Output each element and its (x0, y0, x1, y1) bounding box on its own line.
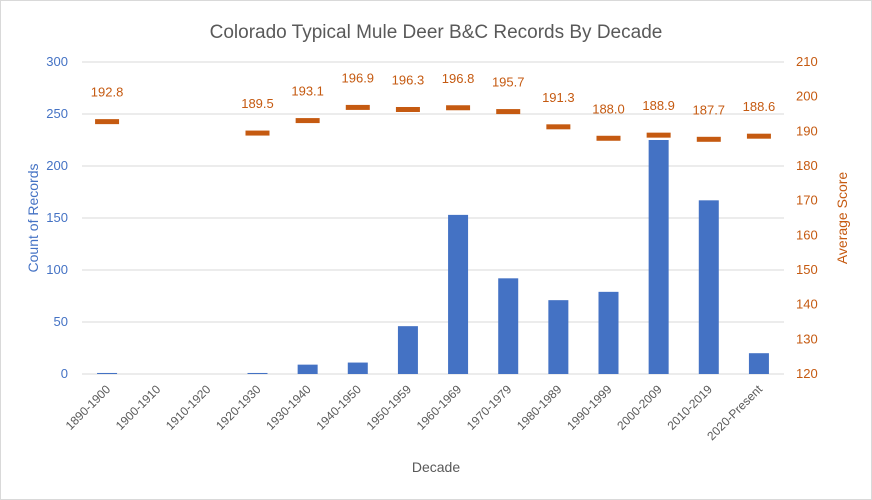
y-tick-label: 300 (46, 54, 68, 69)
x-tick-label: 1930-1940 (263, 382, 314, 433)
data-label: 188.0 (592, 101, 625, 116)
avg-score-marker (95, 119, 120, 125)
avg-score-marker (746, 133, 771, 139)
y2-tick-label: 130 (796, 331, 818, 346)
gridlines (82, 61, 784, 375)
x-tick-label: 2000-2009 (614, 382, 665, 433)
x-axis-title: Decade (412, 459, 460, 475)
avg-score-marker (295, 118, 320, 124)
left-axis-ticks: 0 50 100 150 200 250 300 (46, 54, 68, 381)
data-label: 188.6 (743, 99, 776, 114)
y-tick-label: 50 (54, 314, 68, 329)
y2-tick-label: 180 (796, 158, 818, 173)
y-tick-label: 200 (46, 158, 68, 173)
y-axis-title: Count of Records (25, 164, 41, 273)
y-tick-label: 250 (46, 106, 68, 121)
avg-score-marker (596, 135, 621, 141)
avg-score-marker (546, 124, 571, 130)
data-label: 187.7 (693, 102, 726, 117)
x-tick-label: 1960-1969 (414, 382, 465, 433)
bar (498, 278, 519, 374)
x-tick-label: 1950-1959 (364, 382, 415, 433)
data-label: 188.9 (642, 98, 675, 113)
y2-axis-title: Average Score (834, 172, 850, 265)
x-tick-label: 1910-1920 (163, 382, 214, 433)
bar (748, 353, 769, 374)
y2-tick-label: 150 (796, 262, 818, 277)
avg-score-marker (345, 104, 370, 110)
y2-tick-label: 190 (796, 123, 818, 138)
bar (247, 372, 268, 374)
x-axis-ticks: 1890-1900 1900-1910 1910-1920 1920-1930 1930… (63, 382, 766, 443)
y-tick-label: 150 (46, 210, 68, 225)
avg-score-marker (696, 136, 721, 142)
x-tick-label: 1920-1930 (213, 382, 264, 433)
y2-tick-label: 170 (796, 193, 818, 208)
bar (598, 291, 619, 374)
y-tick-label: 0 (61, 366, 68, 381)
avg-score-marker (496, 109, 521, 115)
avg-score-marker (446, 105, 471, 111)
y-tick-label: 100 (46, 262, 68, 277)
bar (698, 200, 719, 374)
data-label: 193.1 (291, 84, 324, 99)
data-label: 196.9 (342, 70, 375, 85)
y2-tick-label: 210 (796, 54, 818, 69)
right-axis-ticks: 120 130 140 150 160 170 180 190 200 210 (796, 54, 818, 381)
x-tick-label: 1990-1999 (564, 382, 615, 433)
y2-tick-label: 160 (796, 227, 818, 242)
data-label: 195.7 (492, 75, 525, 90)
data-label: 192.8 (91, 85, 124, 100)
x-tick-label: 1980-1989 (514, 382, 565, 433)
data-label: 196.8 (442, 71, 475, 86)
avg-score-marker (646, 132, 671, 138)
avg-score-marker (245, 130, 270, 136)
bar (297, 364, 318, 374)
bar (397, 326, 418, 374)
avg-score-marker (395, 106, 420, 112)
bar (648, 140, 669, 374)
data-label: 189.5 (241, 96, 274, 111)
x-tick-label: 2010-2019 (664, 382, 715, 433)
marker-series: 192.8 189.5 193.1 196.9 196.3 196.8 195.7 191.3… (91, 70, 776, 142)
x-tick-label: 1970-1979 (464, 382, 515, 433)
bar (448, 214, 469, 374)
bar (548, 300, 569, 374)
chart-title: Colorado Typical Mule Deer B&C Records B… (210, 22, 663, 43)
y2-tick-label: 200 (796, 89, 818, 104)
x-tick-label: 1900-1910 (113, 382, 164, 433)
x-tick-label: 1940-1950 (313, 382, 364, 433)
bar-series (97, 140, 769, 374)
x-tick-label: 1890-1900 (63, 382, 114, 433)
bar (97, 372, 118, 374)
y2-tick-label: 120 (796, 366, 818, 381)
data-label: 191.3 (542, 90, 575, 105)
bar (347, 362, 368, 374)
y2-tick-label: 140 (796, 297, 818, 312)
data-label: 196.3 (392, 72, 425, 87)
